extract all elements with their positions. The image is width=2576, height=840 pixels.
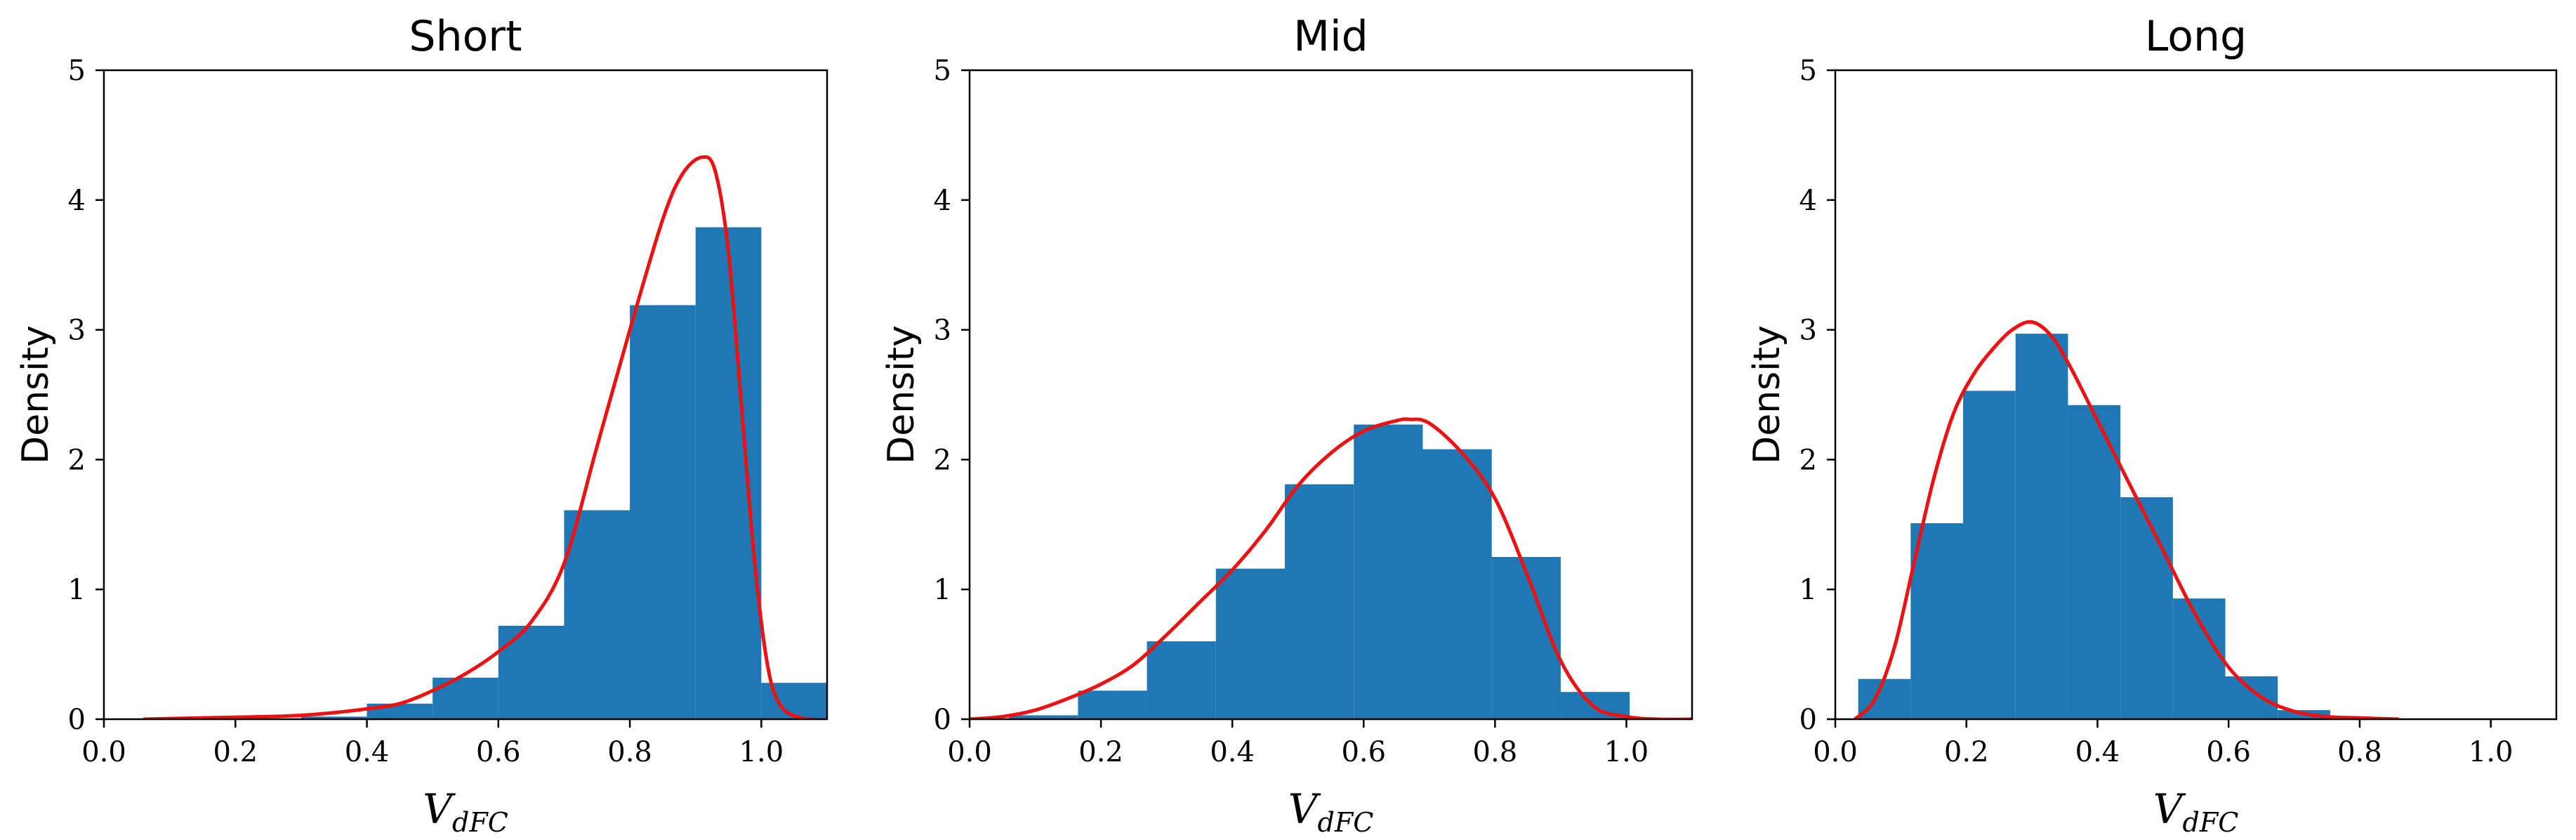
x-tick-label: 1.0	[739, 736, 784, 768]
histogram-bar	[695, 227, 762, 719]
histogram-bar	[2172, 598, 2226, 719]
y-tick-label: 3	[934, 315, 951, 347]
y-tick-label: 5	[68, 55, 86, 87]
x-tick-label: 0.0	[947, 736, 992, 768]
histogram-bar	[1422, 449, 1492, 719]
y-tick-label: 4	[1799, 185, 1817, 217]
x-tick-label: 1.0	[2469, 736, 2514, 768]
histogram-bar	[1285, 484, 1354, 719]
y-tick-label: 1	[1799, 574, 1817, 606]
histogram-bar	[300, 716, 367, 719]
kde-curve	[143, 155, 814, 719]
y-tick-label: 0	[934, 704, 951, 736]
x-tick-label: 0.8	[2337, 736, 2382, 768]
histogram-bar	[432, 677, 498, 719]
chart-title: Mid	[1293, 12, 1368, 61]
panel-mid: 0.0 0.2 0.4 0.6 0.8 1.0 0 1 2 3 4 5 Mid Density VdFC	[880, 12, 1693, 838]
x-tick-label: 0.8	[607, 736, 652, 768]
x-tick-label: 0.2	[1078, 736, 1123, 768]
kde-curve	[1854, 320, 2400, 719]
histogram-bar	[1858, 678, 1911, 719]
x-tick-label: 0.4	[2075, 736, 2120, 768]
histogram-bar	[630, 305, 696, 719]
y-axis-label: Density	[15, 325, 57, 464]
x-axis-label: VdFC	[1288, 785, 1374, 838]
y-tick-label: 0	[68, 704, 86, 736]
x-tick-label: 0.4	[345, 736, 390, 768]
y-tick-label: 5	[934, 55, 951, 87]
x-tick-label: 1.0	[1604, 736, 1649, 768]
x-tick-label: 0.6	[2206, 736, 2251, 768]
histogram-bar	[1009, 715, 1078, 719]
histogram-bar	[2015, 334, 2068, 719]
x-axis-label: VdFC	[423, 785, 508, 838]
histogram-bar	[564, 510, 630, 719]
y-tick-label: 2	[1799, 444, 1817, 476]
histogram-bar	[498, 625, 564, 719]
x-tick-label: 0.8	[1473, 736, 1518, 768]
axes-frame	[1834, 69, 2558, 721]
x-tick-label: 0.6	[476, 736, 521, 768]
y-tick-label: 1	[934, 574, 951, 606]
y-tick-label: 2	[68, 444, 86, 476]
y-tick-label: 2	[934, 444, 951, 476]
y-axis-label: Density	[1746, 325, 1788, 464]
axes-frame	[968, 69, 1693, 721]
y-tick-label: 3	[1799, 315, 1817, 347]
x-tick-label: 0.4	[1210, 736, 1255, 768]
x-tick-label: 0.2	[213, 736, 258, 768]
axes-frame	[103, 69, 828, 721]
panel-short: 0.0 0.2 0.4 0.6 0.8 1.0 0 1 2 3 4 5 Short Density VdFC	[15, 12, 828, 838]
histogram-bars	[1009, 424, 1630, 719]
y-tick-label: 3	[68, 315, 86, 347]
histogram-bar	[1354, 424, 1423, 719]
y-tick-label: 0	[1799, 704, 1817, 736]
kde-curve	[970, 417, 1692, 719]
histogram-bars	[1858, 334, 2330, 719]
histogram-bar	[2225, 676, 2278, 719]
chart-title: Long	[2145, 12, 2247, 61]
x-tick-label: 0.0	[1813, 736, 1858, 768]
y-tick-label: 4	[68, 185, 86, 217]
histogram-bar	[1147, 641, 1216, 719]
histogram-bar	[1963, 391, 2016, 719]
histogram-bar	[1910, 523, 1964, 719]
x-tick-label: 0.0	[81, 736, 126, 768]
y-axis-label: Density	[880, 325, 923, 464]
histogram-bar	[1078, 690, 1147, 719]
x-tick-label: 0.2	[1944, 736, 1989, 768]
histogram-bar	[2120, 497, 2173, 719]
panel-long: 0.0 0.2 0.4 0.6 0.8 1.0 0 1 2 3 4 5 Long Density VdFC	[1746, 12, 2558, 838]
y-tick-label: 4	[934, 185, 951, 217]
histogram-bar	[1215, 568, 1286, 719]
x-tick-label: 0.6	[1341, 736, 1386, 768]
y-tick-label: 1	[68, 574, 86, 606]
histogram-bar	[2068, 405, 2121, 719]
y-tick-label: 5	[1799, 55, 1817, 87]
chart-title: Short	[409, 12, 522, 61]
x-axis-label: VdFC	[2153, 785, 2239, 838]
